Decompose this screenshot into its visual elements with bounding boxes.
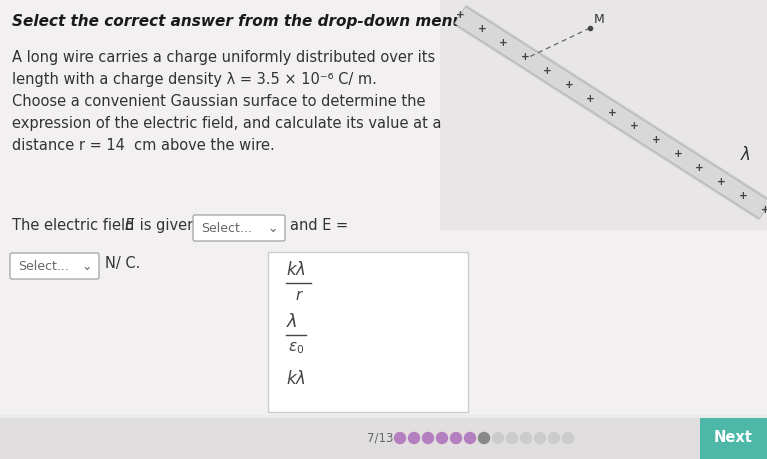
Circle shape <box>436 432 447 443</box>
Circle shape <box>465 432 476 443</box>
Text: +: + <box>630 122 639 131</box>
Circle shape <box>535 432 545 443</box>
Text: E: E <box>125 218 134 233</box>
Bar <box>268 252 468 412</box>
Text: +: + <box>739 191 748 201</box>
Circle shape <box>562 432 574 443</box>
Circle shape <box>492 432 503 443</box>
Text: +: + <box>477 24 486 34</box>
Circle shape <box>450 432 462 443</box>
Text: +: + <box>761 205 767 215</box>
Circle shape <box>506 432 518 443</box>
Text: and E =: and E = <box>290 218 348 233</box>
Text: distance r = 14  cm above the wire.: distance r = 14 cm above the wire. <box>12 138 275 153</box>
Circle shape <box>409 432 420 443</box>
Text: +: + <box>695 163 704 173</box>
Circle shape <box>548 432 559 443</box>
Text: r: r <box>295 287 301 302</box>
Text: +: + <box>673 149 682 159</box>
Text: Select...: Select... <box>18 259 69 273</box>
Text: Next: Next <box>713 431 752 446</box>
Bar <box>440 0 767 230</box>
Text: length with a charge density λ = 3.5 × 10⁻⁶ C/ m.: length with a charge density λ = 3.5 × 1… <box>12 72 377 87</box>
Text: +: + <box>608 107 617 118</box>
Circle shape <box>423 432 433 443</box>
Text: $k\lambda$: $k\lambda$ <box>286 261 306 279</box>
Text: +: + <box>565 80 573 90</box>
Bar <box>0 418 767 459</box>
Text: Select the correct answer from the drop-down menu.: Select the correct answer from the drop-… <box>12 14 469 29</box>
Text: The electric field: The electric field <box>12 218 139 233</box>
Polygon shape <box>455 6 767 218</box>
Text: M: M <box>594 13 604 26</box>
FancyBboxPatch shape <box>10 253 99 279</box>
Text: ⌄: ⌄ <box>268 222 278 235</box>
Text: expression of the electric field, and calculate its value at a: expression of the electric field, and ca… <box>12 116 442 131</box>
Text: +: + <box>586 94 595 104</box>
Circle shape <box>521 432 532 443</box>
Text: 7/13: 7/13 <box>367 431 393 444</box>
Text: Choose a convenient Gaussian surface to determine the: Choose a convenient Gaussian surface to … <box>12 94 426 109</box>
Text: +: + <box>521 52 530 62</box>
Text: A long wire carries a charge uniformly distributed over its: A long wire carries a charge uniformly d… <box>12 50 435 65</box>
Text: ⌄: ⌄ <box>82 259 92 273</box>
Text: $\lambda$: $\lambda$ <box>286 313 298 331</box>
Polygon shape <box>453 5 767 220</box>
Text: $\varepsilon_0$: $\varepsilon_0$ <box>288 340 304 356</box>
Text: +: + <box>717 177 726 187</box>
Text: Select...: Select... <box>201 222 252 235</box>
Text: +: + <box>499 38 508 48</box>
Text: $k\lambda$: $k\lambda$ <box>286 370 306 388</box>
Text: +: + <box>652 135 660 146</box>
Circle shape <box>394 432 406 443</box>
FancyBboxPatch shape <box>193 215 285 241</box>
Bar <box>700 418 767 459</box>
Text: N/ C.: N/ C. <box>105 256 140 271</box>
Text: +: + <box>456 10 464 20</box>
Text: is given by: is given by <box>135 218 219 233</box>
Text: +: + <box>543 66 551 76</box>
Circle shape <box>479 432 489 443</box>
Text: $\lambda$: $\lambda$ <box>740 146 751 164</box>
